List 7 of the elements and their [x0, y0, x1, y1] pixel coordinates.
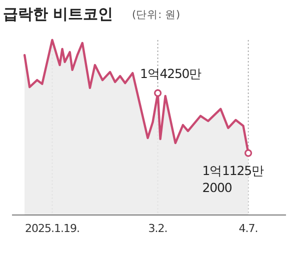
x-tick-label: 4.7. [238, 222, 258, 235]
annotation: 1억4250만 [140, 66, 202, 82]
chart-title: 급락한 비트코인 [3, 5, 114, 23]
annotation: 1억1125만 2000 [202, 163, 264, 196]
chart-subtitle: (단위: 원) [132, 9, 180, 21]
x-tick-label: 2025.1.19. [24, 222, 80, 235]
x-tick-label: 3.2. [148, 222, 168, 235]
